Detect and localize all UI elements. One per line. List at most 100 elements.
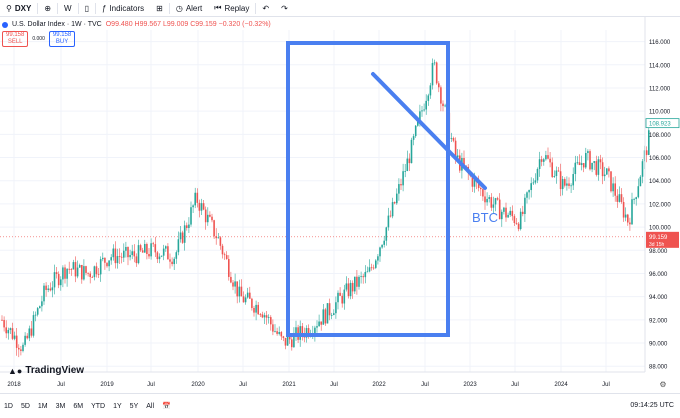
replay-button[interactable]: ⏮ Replay	[208, 0, 255, 16]
clock: 09:14:25 UTC	[630, 402, 674, 409]
candle-body	[505, 207, 507, 218]
candle-body	[555, 170, 558, 177]
settings-gear-icon[interactable]: ⚙	[659, 380, 666, 389]
price-tick-label: 116.000	[649, 40, 671, 46]
candle-body	[633, 198, 635, 200]
price-tick-label: 94.000	[649, 295, 668, 301]
add-symbol-button[interactable]: ⊕	[38, 0, 57, 16]
calendar-icon: 📅	[162, 403, 171, 410]
divider	[255, 2, 257, 14]
candle-body	[547, 155, 549, 159]
price-chart[interactable]: BTC 88.000 90.000 92.000 94.000 96.000 98.000…	[0, 17, 680, 391]
candle-body	[637, 186, 640, 198]
candle-body	[148, 254, 150, 257]
candle-body	[360, 276, 362, 277]
drawn-text-label[interactable]: BTC	[472, 210, 498, 225]
time-tick-label: Jul	[57, 382, 65, 388]
candle-body	[641, 161, 644, 177]
candle-body	[36, 308, 39, 315]
candle-body	[135, 256, 138, 264]
candle-body	[120, 256, 123, 258]
buy-label: BUY	[55, 39, 69, 45]
candle-body	[326, 303, 329, 324]
candle-body	[93, 266, 96, 278]
range-5d[interactable]: 5D	[20, 402, 30, 410]
candle-body	[112, 248, 115, 258]
candle-body	[482, 189, 484, 197]
candle-body	[106, 262, 108, 267]
candle-body	[41, 301, 43, 307]
candle-body	[618, 194, 621, 202]
candle-body	[288, 336, 291, 340]
candle-body	[26, 335, 28, 339]
candle-body	[564, 179, 566, 186]
layouts-button[interactable]: ⊞	[150, 0, 169, 16]
chart-legend: U.S. Dollar Index · 1W · TVC O99.480 H99…	[2, 21, 271, 28]
candle-body	[372, 267, 375, 269]
candle-body	[223, 254, 226, 256]
candle-body	[167, 246, 169, 260]
candle-body	[635, 197, 637, 199]
candle-body	[137, 245, 140, 264]
redo-icon: ↷	[281, 3, 288, 13]
range-5y[interactable]: 5Y	[129, 402, 139, 410]
candle-body	[561, 179, 564, 190]
range-ytd[interactable]: YTD	[91, 402, 106, 410]
candle-body	[551, 162, 553, 177]
chart-type-button[interactable]: ▯	[79, 0, 95, 16]
drawn-trend-line[interactable]	[371, 72, 487, 190]
interval-button[interactable]: W	[58, 0, 78, 16]
price-tick-label: 102.000	[649, 202, 671, 208]
range-1y[interactable]: 1Y	[113, 402, 122, 410]
candle-body	[345, 283, 348, 290]
range-6m[interactable]: 6M	[73, 402, 84, 410]
legend-ohlc: O99.480 H99.567 L99.009 C99.159 −0.320 (…	[105, 21, 271, 28]
candle-body	[398, 184, 400, 194]
candle-body	[473, 179, 476, 187]
divider	[77, 2, 79, 14]
redo-button[interactable]: ↷	[275, 0, 294, 16]
drawn-rectangle[interactable]	[286, 41, 450, 337]
candle-body	[385, 227, 388, 241]
candle-body	[125, 246, 127, 251]
candle-body	[538, 159, 541, 169]
candle-body	[108, 260, 110, 267]
sell-button[interactable]: 99.158 SELL	[2, 31, 29, 47]
range-all[interactable]: All	[146, 402, 155, 410]
alert-button[interactable]: ◷ Alert	[170, 0, 208, 16]
candle-body	[7, 329, 10, 334]
time-tick-label: 2024	[554, 382, 568, 388]
candle-body	[589, 151, 591, 170]
candle-body	[66, 268, 68, 279]
candle-body	[221, 245, 224, 255]
candle-body	[146, 244, 148, 255]
candle-body	[282, 336, 285, 338]
candle-body	[580, 163, 583, 165]
candle-body	[3, 320, 5, 328]
candle-body	[587, 151, 589, 153]
top-toolbar: ⚲ DXY ⊕ W ▯ ƒ Indicators ⊞ ◷ Alert ⏮ Rep…	[0, 0, 680, 17]
candle-body	[286, 336, 289, 346]
candle-body	[354, 276, 356, 292]
candle-body	[452, 138, 455, 141]
undo-button[interactable]: ↶	[256, 0, 275, 16]
candle-body	[213, 220, 215, 237]
candle-body	[391, 202, 394, 217]
buy-button[interactable]: 99.158 BUY	[48, 31, 76, 47]
candle-body	[24, 335, 26, 345]
candle-body	[314, 327, 316, 334]
candle-body	[412, 136, 415, 140]
candle-body	[498, 199, 501, 220]
range-3m[interactable]: 3M	[55, 402, 66, 410]
candle-body	[81, 264, 83, 280]
candle-body	[503, 207, 505, 212]
candle-body	[440, 87, 442, 104]
candle-body	[362, 276, 364, 278]
symbol-search[interactable]: ⚲ DXY	[0, 0, 37, 16]
range-1d[interactable]: 1D	[4, 402, 13, 410]
price-tick-label: 92.000	[649, 318, 668, 324]
candle-body	[610, 171, 612, 192]
indicators-button[interactable]: ƒ Indicators	[96, 0, 150, 16]
date-range-button[interactable]: 📅	[158, 402, 175, 410]
range-1m[interactable]: 1M	[37, 402, 48, 410]
